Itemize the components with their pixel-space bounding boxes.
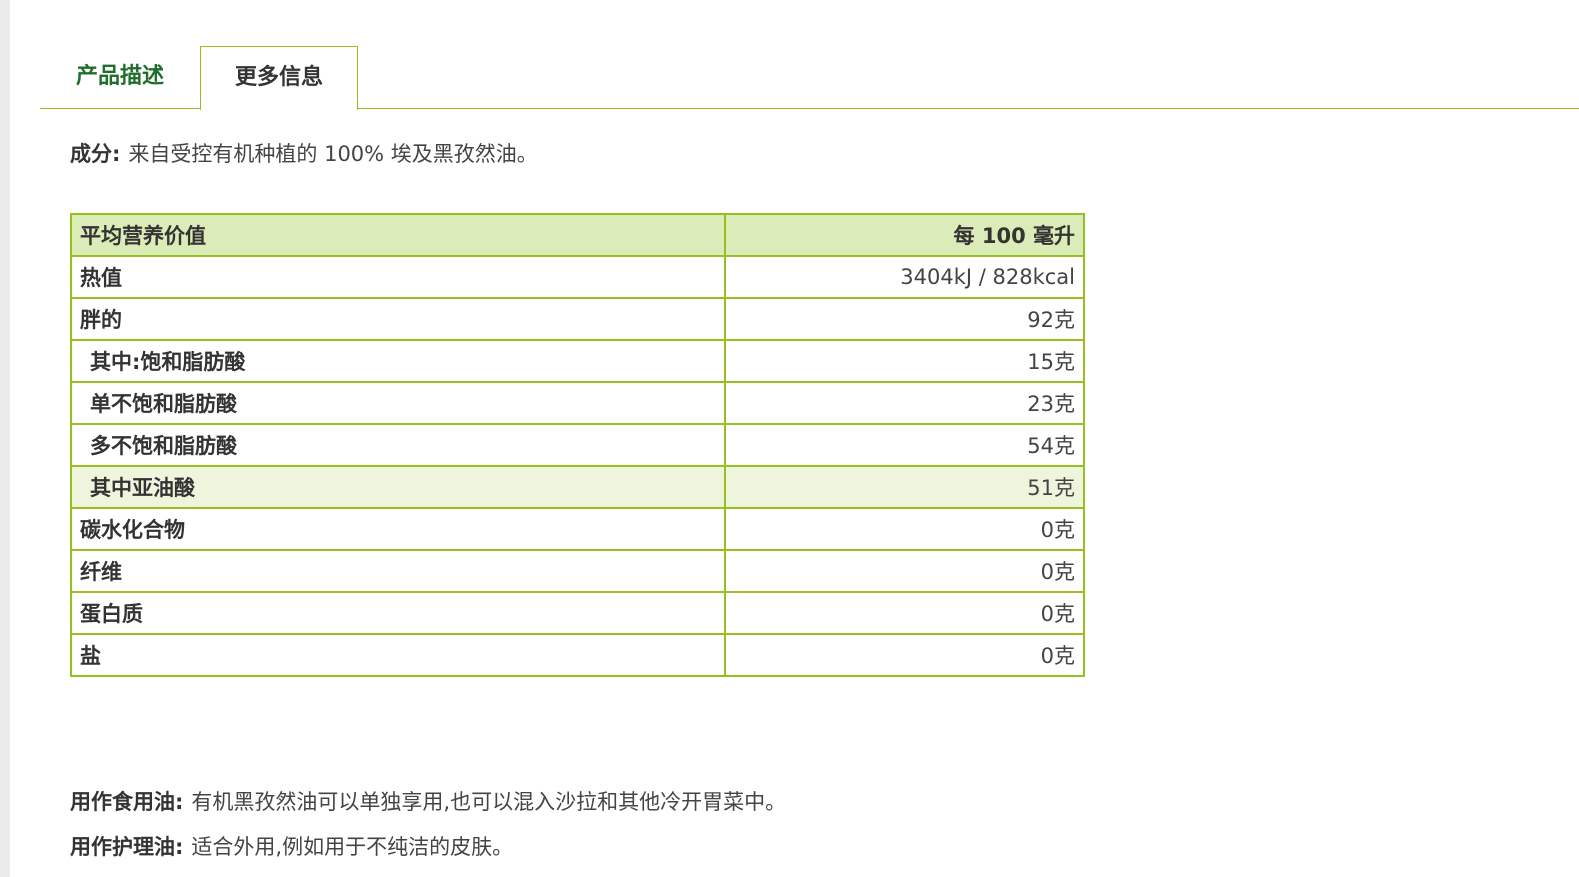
row-value: 0克 xyxy=(724,591,1085,635)
header-value: 每 100 毫升 xyxy=(724,213,1085,257)
row-value: 0克 xyxy=(724,633,1085,677)
usage-label: 用作护理油: xyxy=(70,835,184,859)
usage-label: 用作食用油: xyxy=(70,790,184,814)
usage-item: 用作护理油: 适合外用,例如用于不纯洁的皮肤。 xyxy=(70,825,786,870)
table-row: 纤维 0克 xyxy=(70,549,1085,593)
table-row: 碳水化合物 0克 xyxy=(70,507,1085,551)
row-name: 胖的 xyxy=(70,297,726,341)
row-name: 其中亚油酸 xyxy=(70,465,726,509)
row-value: 0克 xyxy=(724,549,1085,593)
row-name: 其中:饱和脂肪酸 xyxy=(70,339,726,383)
row-name: 热值 xyxy=(70,255,726,299)
row-value: 92克 xyxy=(724,297,1085,341)
row-value: 54克 xyxy=(724,423,1085,467)
table-row: 盐 0克 xyxy=(70,633,1085,677)
table-row-highlighted: 其中亚油酸 51克 xyxy=(70,465,1085,509)
header-name: 平均营养价值 xyxy=(70,213,726,257)
row-value: 51克 xyxy=(724,465,1085,509)
table-row: 蛋白质 0克 xyxy=(70,591,1085,635)
ingredients-label: 成分: xyxy=(70,142,121,166)
row-name: 碳水化合物 xyxy=(70,507,726,551)
row-value: 15克 xyxy=(724,339,1085,383)
usage-section: 用作食用油: 有机黑孜然油可以单独享用,也可以混入沙拉和其他冷开胃菜中。 用作护理… xyxy=(70,780,786,870)
usage-text: 适合外用,例如用于不纯洁的皮肤。 xyxy=(191,835,514,859)
tab-more-info[interactable]: 更多信息 xyxy=(200,46,358,110)
tab-product-description[interactable]: 产品描述 xyxy=(75,64,164,89)
tab-bar: 产品描述 更多信息 xyxy=(40,46,1579,110)
row-value: 23克 xyxy=(724,381,1085,425)
table-row: 热值 3404kJ / 828kcal xyxy=(70,255,1085,299)
table-row: 多不饱和脂肪酸 54克 xyxy=(70,423,1085,467)
ingredients: 成分: 来自受控有机种植的 100% 埃及黑孜然油。 xyxy=(70,137,538,171)
row-name: 单不饱和脂肪酸 xyxy=(70,381,726,425)
table-row: 单不饱和脂肪酸 23克 xyxy=(70,381,1085,425)
row-name: 盐 xyxy=(70,633,726,677)
table-row: 其中:饱和脂肪酸 15克 xyxy=(70,339,1085,383)
table-row: 胖的 92克 xyxy=(70,297,1085,341)
ingredients-text: 来自受控有机种植的 100% 埃及黑孜然油。 xyxy=(128,142,538,166)
nutrition-table: 平均营养价值 每 100 毫升 热值 3404kJ / 828kcal 胖的 9… xyxy=(70,213,1085,677)
table-header-row: 平均营养价值 每 100 毫升 xyxy=(70,213,1085,257)
usage-text: 有机黑孜然油可以单独享用,也可以混入沙拉和其他冷开胃菜中。 xyxy=(191,790,787,814)
row-value: 3404kJ / 828kcal xyxy=(724,255,1085,299)
row-name: 蛋白质 xyxy=(70,591,726,635)
row-name: 多不饱和脂肪酸 xyxy=(70,423,726,467)
row-value: 0克 xyxy=(724,507,1085,551)
usage-item: 用作食用油: 有机黑孜然油可以单独享用,也可以混入沙拉和其他冷开胃菜中。 xyxy=(70,780,786,825)
row-name: 纤维 xyxy=(70,549,726,593)
left-rail xyxy=(0,0,10,877)
